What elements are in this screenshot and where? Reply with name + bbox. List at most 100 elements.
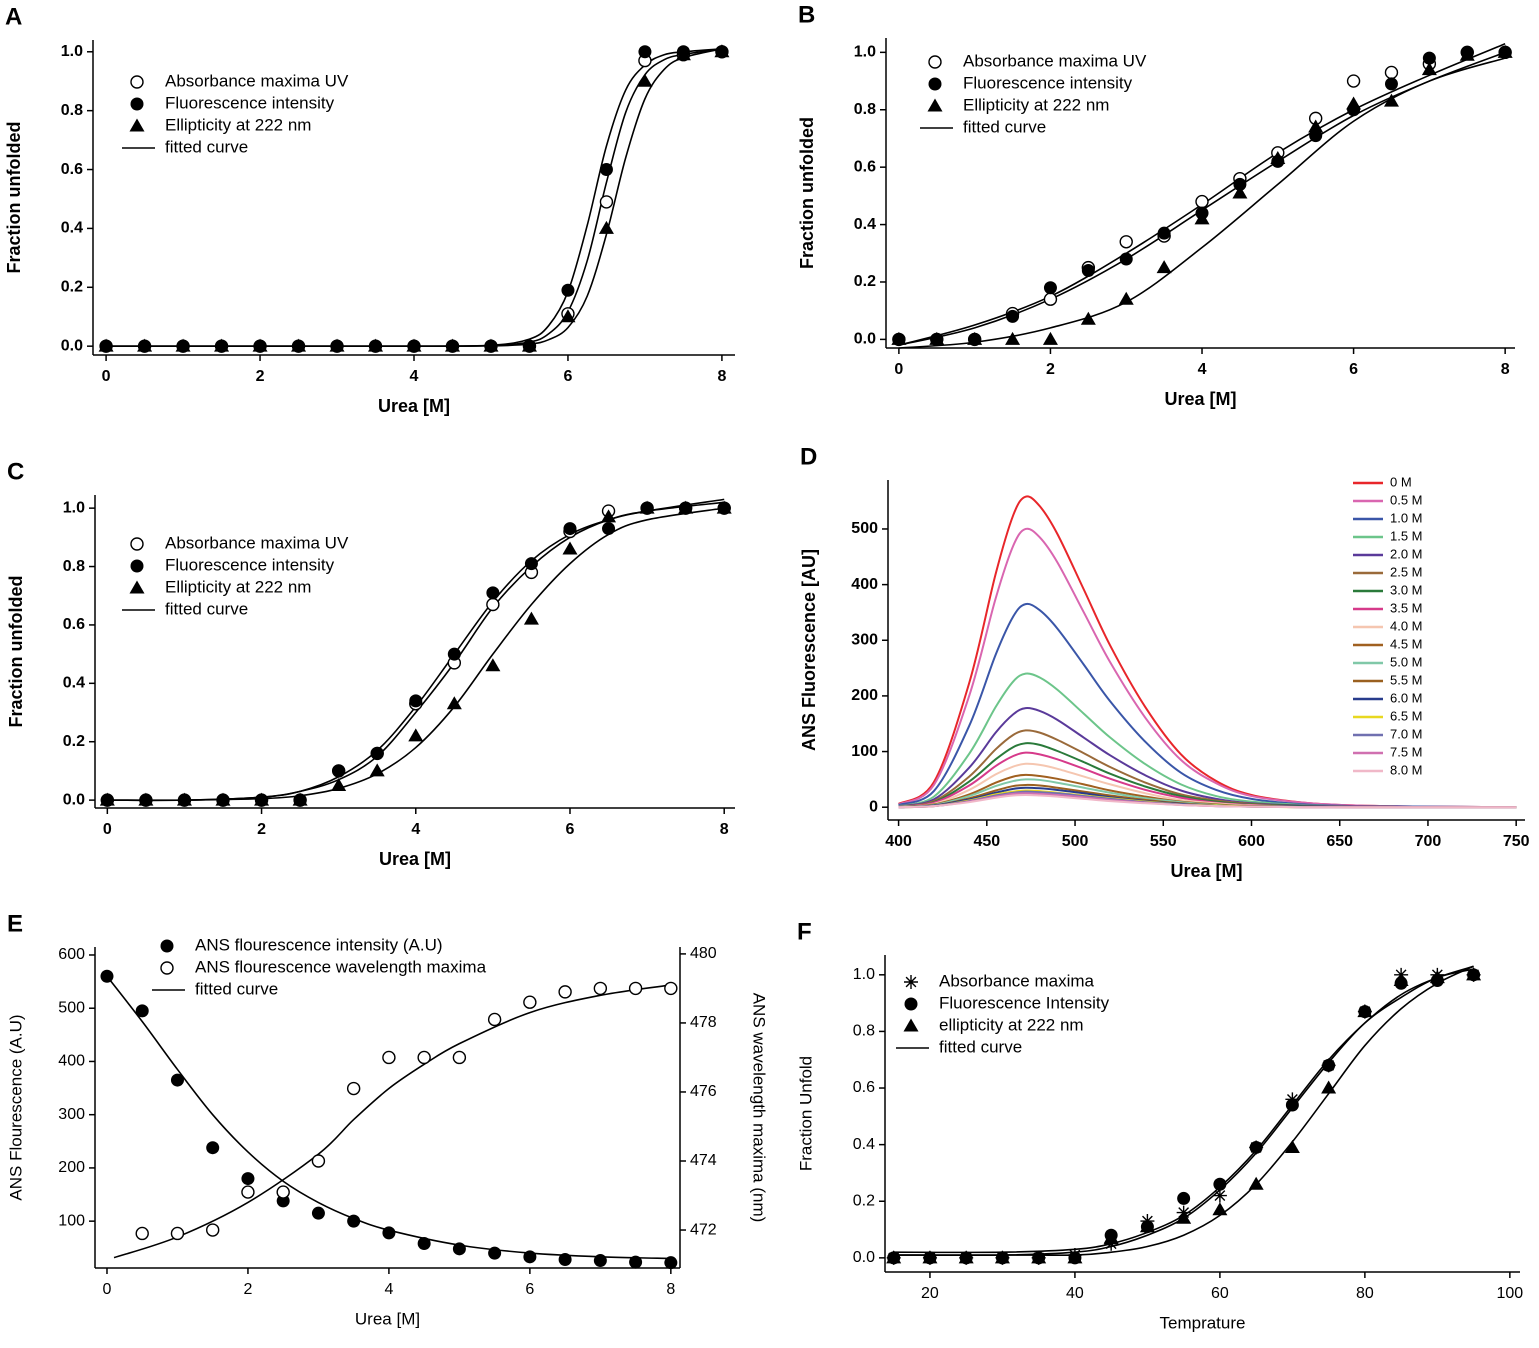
marker — [160, 961, 174, 975]
marker — [488, 1246, 502, 1260]
y2-tick-label: 478 — [690, 1014, 717, 1031]
marker — [329, 338, 345, 352]
marker — [523, 1250, 537, 1264]
spectrum-line — [898, 495, 1517, 809]
marker — [1103, 1230, 1119, 1244]
legend-label: Absorbance maxima UV — [165, 71, 349, 90]
legend-label: fitted curve — [939, 1037, 1022, 1056]
marker — [598, 220, 614, 234]
marker — [929, 331, 945, 345]
legend-label: fitted curve — [165, 137, 248, 156]
y2-tick-label: 480 — [690, 945, 717, 962]
marker — [1285, 1098, 1299, 1112]
marker — [446, 696, 462, 710]
marker — [593, 1254, 607, 1268]
marker — [560, 309, 576, 323]
marker — [904, 997, 918, 1011]
marker — [602, 522, 616, 536]
marker — [130, 559, 144, 573]
legend-label: 7.0 M — [1390, 726, 1423, 741]
marker — [521, 338, 537, 352]
y-tick-label: 0 — [869, 798, 878, 815]
marker — [276, 1185, 290, 1199]
legend-label: Fluorescence intensity — [165, 93, 335, 112]
marker — [1284, 1139, 1300, 1153]
x-tick-label: 6 — [566, 821, 575, 838]
marker — [1249, 1140, 1263, 1154]
y-axis-label: ANS Flourescence (A.U) — [6, 1014, 25, 1200]
marker — [291, 338, 307, 352]
marker — [252, 338, 268, 352]
marker — [601, 509, 617, 523]
marker — [891, 331, 907, 345]
marker — [1346, 96, 1362, 110]
legend-label: 1.0 M — [1390, 510, 1423, 525]
legend-label: Absorbance maxima — [939, 971, 1095, 990]
x-axis-label: Urea [M] — [355, 1309, 420, 1328]
marker — [311, 1206, 325, 1220]
marker — [678, 500, 694, 514]
marker — [524, 557, 538, 571]
marker — [370, 746, 384, 760]
x-tick-label: 2 — [257, 821, 266, 838]
y-tick-label: 0.6 — [853, 1079, 875, 1096]
legend-label: 2.0 M — [1390, 546, 1423, 561]
marker — [1346, 74, 1361, 88]
marker — [483, 338, 499, 352]
x-tick-label: 6 — [564, 368, 573, 385]
y-tick-label: 400 — [58, 1053, 85, 1070]
marker — [409, 694, 423, 708]
legend-label: 0.5 M — [1390, 492, 1423, 507]
marker — [1031, 1250, 1047, 1264]
marker — [1422, 51, 1436, 65]
marker — [369, 763, 385, 777]
y-tick-label: 1.0 — [63, 499, 85, 516]
marker — [1321, 1080, 1337, 1094]
y-axis-label: Fraction unfolded — [797, 117, 817, 269]
marker — [1322, 1058, 1336, 1072]
marker — [1104, 1236, 1119, 1251]
marker — [447, 647, 461, 661]
legend-label: ANS flourescence wavelength maxima — [195, 957, 487, 976]
marker — [1497, 44, 1513, 58]
marker — [170, 1226, 185, 1241]
marker — [716, 500, 732, 514]
y-tick-label: 0.0 — [63, 791, 85, 808]
marker — [417, 1050, 431, 1065]
legend-label: fitted curve — [165, 599, 248, 618]
marker — [1194, 211, 1210, 225]
x-tick-label: 60 — [1211, 1285, 1229, 1302]
y-tick-label: 300 — [58, 1106, 85, 1123]
x-tick-label: 4 — [384, 1281, 393, 1298]
y-tick-label: 1.0 — [854, 44, 876, 61]
y-tick-label: 0.2 — [853, 1192, 875, 1209]
marker — [664, 981, 678, 996]
x-tick-label: 2 — [256, 368, 265, 385]
marker — [138, 792, 154, 806]
marker — [444, 338, 460, 352]
fitted-curve — [106, 975, 671, 1260]
marker — [599, 195, 614, 209]
x-tick-label: 600 — [1238, 833, 1265, 850]
marker — [1384, 65, 1399, 80]
spectrum-line — [898, 527, 1517, 809]
marker — [382, 1226, 396, 1240]
marker — [1118, 291, 1134, 305]
marker — [922, 1250, 938, 1264]
y-tick-label: 0.6 — [63, 616, 85, 633]
marker — [99, 792, 115, 806]
fitted-curve — [898, 57, 1506, 349]
y-tick-label: 0.0 — [854, 331, 876, 348]
marker — [558, 1252, 572, 1266]
x-tick-label: 400 — [885, 833, 912, 850]
marker — [1357, 1004, 1373, 1018]
marker — [994, 1250, 1010, 1264]
legend-label: Ellipticity at 222 nm — [963, 95, 1109, 114]
marker — [1233, 177, 1247, 191]
marker — [1459, 47, 1475, 61]
x-tick-label: 0 — [103, 821, 112, 838]
fitted-curve — [893, 965, 1474, 1254]
legend-label: 1.5 M — [1390, 528, 1423, 543]
x-tick-label: 80 — [1356, 1285, 1374, 1302]
